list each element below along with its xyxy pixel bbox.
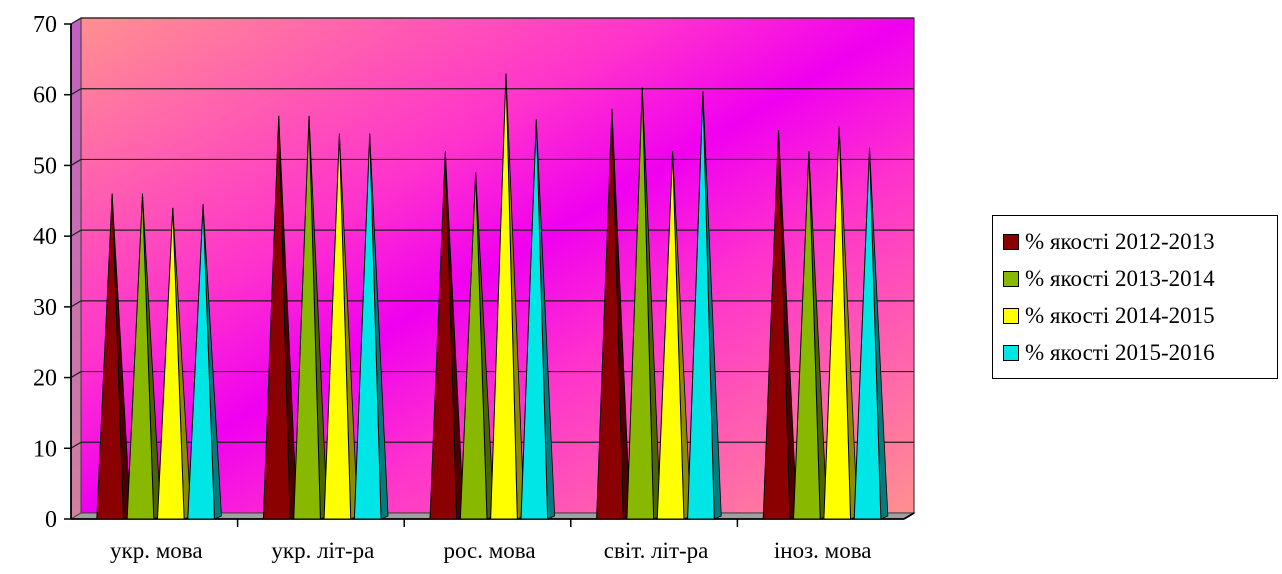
legend-label: % якості 2013-2014 xyxy=(1025,266,1215,291)
y-tick-label: 40 xyxy=(33,224,57,250)
gridline-side xyxy=(70,441,82,449)
gridline-side xyxy=(70,17,82,25)
legend-swatch xyxy=(1003,345,1019,361)
bar-mark-face xyxy=(626,87,655,520)
y-tick-label: 60 xyxy=(33,83,57,109)
bar-mark-face xyxy=(459,172,488,520)
bar-mark-face xyxy=(156,207,185,520)
y-tick-label: 50 xyxy=(33,153,57,179)
legend-item: % якості 2012-2013 xyxy=(1003,224,1215,260)
bar-mark-face xyxy=(262,115,291,520)
legend-item: % якості 2013-2014 xyxy=(1003,261,1215,297)
legend-swatch xyxy=(1003,234,1019,250)
gridline-side xyxy=(70,371,82,379)
gridline-side xyxy=(70,158,82,166)
bar-mark-face xyxy=(520,119,549,520)
bar-mark-face xyxy=(323,133,352,520)
bar-mark-face xyxy=(490,73,518,520)
gridline-side xyxy=(70,229,82,237)
gridline-side xyxy=(70,300,82,308)
y-tick-label: 70 xyxy=(33,12,57,38)
x-tick-label: іноз. мова xyxy=(774,538,872,563)
bar-mark-face xyxy=(596,108,624,520)
bar-mark-face xyxy=(687,91,715,520)
legend-swatch xyxy=(1003,308,1019,324)
bar-mark xyxy=(853,147,889,520)
bar-mark-face xyxy=(187,204,215,520)
y-tick-label: 0 xyxy=(45,507,57,533)
bar-mark-face xyxy=(762,130,791,520)
y-tick-label: 30 xyxy=(33,295,57,321)
legend-item: % якості 2014-2015 xyxy=(1003,298,1215,334)
legend: % якості 2012-2013 % якості 2013-2014 % … xyxy=(992,215,1278,379)
bar-mark-face xyxy=(293,115,321,520)
bar-mark-face xyxy=(853,147,882,520)
bar-mark xyxy=(353,133,389,520)
bar-mark xyxy=(126,193,162,520)
bar-mark-face xyxy=(96,193,125,520)
bar-mark-face xyxy=(353,133,382,520)
legend-swatch xyxy=(1003,271,1019,287)
y-tick-label: 20 xyxy=(33,366,57,392)
bar-mark-face xyxy=(429,151,458,520)
x-tick-label: рос. мова xyxy=(443,538,535,563)
bar-mark xyxy=(187,204,222,520)
legend-label: % якості 2015-2016 xyxy=(1025,340,1215,365)
bar-mark-face xyxy=(126,193,155,520)
bar-mark xyxy=(459,172,495,520)
x-tick-label: укр. літ-ра xyxy=(271,538,374,563)
x-tick-label: світ. літ-ра xyxy=(604,538,709,563)
bar-mark xyxy=(687,91,722,520)
bar-mark xyxy=(520,119,556,520)
gridline-side xyxy=(70,88,82,96)
legend-label: % якості 2014-2015 xyxy=(1025,303,1215,328)
legend-label: % якості 2012-2013 xyxy=(1025,229,1215,254)
bar-mark-face xyxy=(793,151,821,520)
x-axis-end xyxy=(903,512,915,520)
bar-mark xyxy=(490,73,525,520)
x-tick-label: укр. мова xyxy=(110,538,203,563)
y-tick-label: 10 xyxy=(33,436,57,462)
bar-mark-face xyxy=(823,126,852,520)
legend-item: % якості 2015-2016 xyxy=(1003,335,1215,371)
bar-mark-face xyxy=(656,151,685,520)
